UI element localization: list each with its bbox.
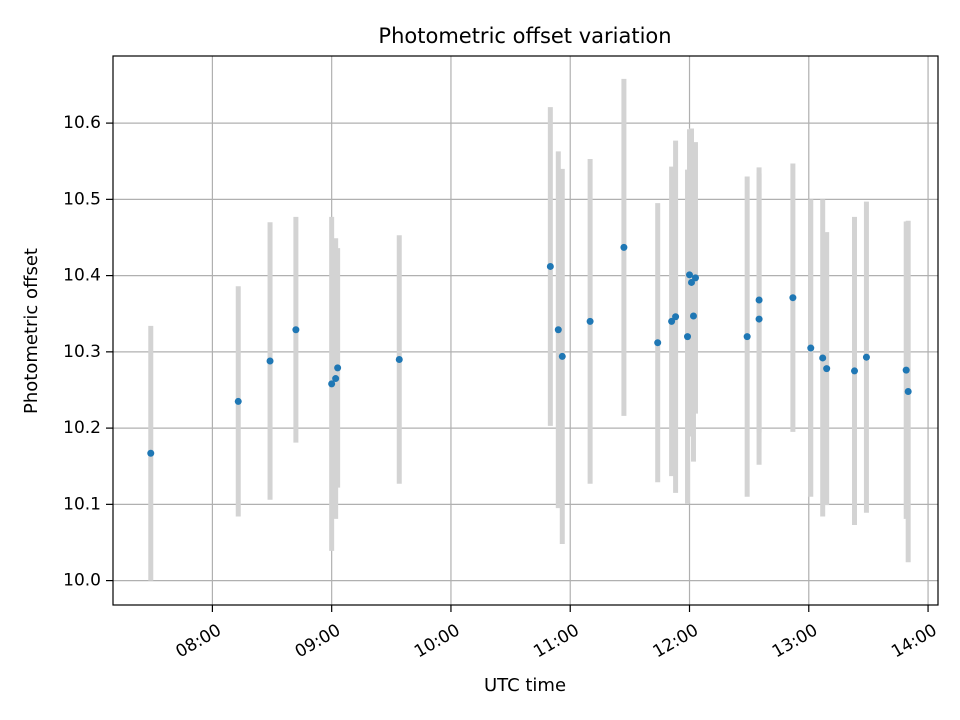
data-point <box>147 449 155 457</box>
data-point <box>902 366 910 374</box>
data-point <box>755 296 763 304</box>
data-point <box>862 353 870 361</box>
data-point <box>332 375 340 383</box>
plot-frame <box>112 55 939 606</box>
y-tick-label: 10.6 <box>63 113 101 133</box>
data-point <box>743 333 751 341</box>
data-point <box>687 278 695 286</box>
data-point <box>691 274 699 282</box>
data-point <box>292 326 300 334</box>
data-point <box>554 326 562 334</box>
data-point <box>851 367 859 375</box>
data-point <box>266 357 274 365</box>
data-markers <box>147 243 912 457</box>
y-tick-label: 10.5 <box>63 189 101 209</box>
y-tick-label: 10.3 <box>63 342 101 362</box>
chart-title: Photometric offset variation <box>378 24 671 48</box>
data-point <box>558 352 566 360</box>
data-point <box>689 312 697 320</box>
data-point <box>819 354 827 362</box>
data-point <box>904 388 912 395</box>
data-point <box>395 355 403 363</box>
data-point <box>654 339 662 347</box>
data-point <box>672 313 680 321</box>
data-point <box>686 271 694 279</box>
data-point <box>586 317 594 325</box>
data-point <box>684 333 692 341</box>
y-axis-label: Photometric offset <box>21 248 42 414</box>
data-point <box>328 380 336 388</box>
x-axis-label: UTC time <box>484 675 566 696</box>
data-point <box>334 364 342 372</box>
data-point <box>546 262 554 270</box>
data-point <box>234 397 242 405</box>
y-tick-label: 10.1 <box>63 494 101 514</box>
y-tick-label: 10.0 <box>63 571 101 591</box>
data-point <box>620 243 628 251</box>
y-tick-label: 10.4 <box>63 266 101 286</box>
data-point <box>668 317 676 325</box>
data-point <box>823 365 831 373</box>
data-point <box>807 344 815 352</box>
y-tick-label: 10.2 <box>63 418 101 438</box>
data-point <box>755 315 763 323</box>
data-point <box>789 294 797 302</box>
